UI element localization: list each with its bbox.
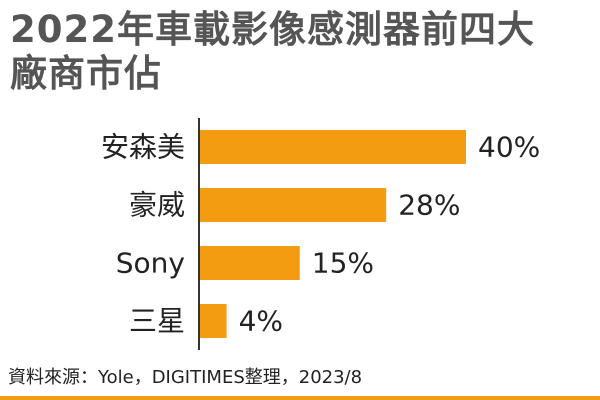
bar [200, 304, 227, 338]
data-label: 28% [398, 189, 460, 222]
source-note: 資料來源：Yole，DIGITIMES整理，2023/8 [8, 367, 363, 388]
data-label: 40% [478, 131, 540, 164]
chart-title-line-1: 2022年車載影像感測器前四大 [10, 8, 535, 51]
bar [200, 188, 387, 222]
category-label: 豪威 [129, 189, 185, 222]
chart-title-line-2: 廠商市佔 [10, 52, 162, 95]
category-label: Sony [116, 247, 185, 280]
data-label: 4% [239, 305, 283, 338]
category-label: 安森美 [101, 131, 185, 164]
data-label: 15% [312, 247, 374, 280]
bar [200, 246, 300, 280]
bar [200, 130, 466, 164]
category-label: 三星 [129, 305, 185, 338]
chart-title: 2022年車載影像感測器前四大 廠商市佔 [10, 8, 570, 96]
bottom-accent-bar [0, 396, 600, 400]
